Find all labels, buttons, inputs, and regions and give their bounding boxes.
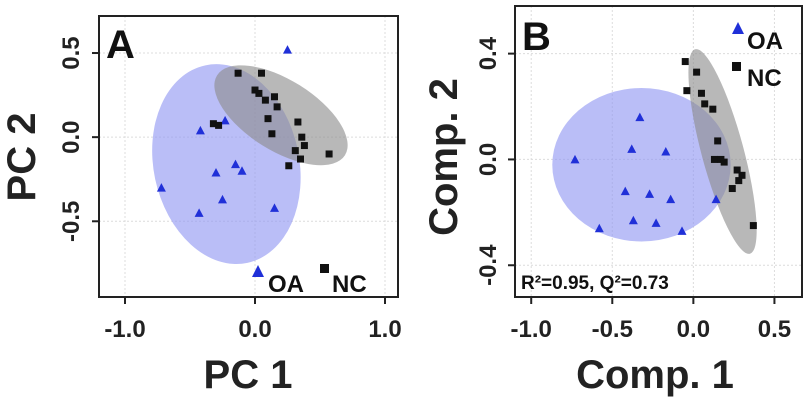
legend-nc-marker-a [320,264,329,273]
y-tick-label-a: 0.5 [58,36,85,69]
ticks-a: -1.0 0.0 1.0 0.5 0.0 -0.5 [58,36,402,343]
y-tick-label-b: -0.4 [475,244,502,286]
point-nc-b [735,177,743,185]
point-oa-b [645,189,655,198]
point-oa-a [270,203,279,212]
point-nc-b [738,171,746,179]
point-oa-a [218,194,227,204]
point-nc-a [298,133,306,141]
point-nc-a [234,69,242,77]
point-nc-a [268,130,276,138]
point-oa-b [711,194,721,204]
y-axis-title-b: Comp. 2 [422,78,466,236]
point-oa-b [666,194,676,204]
x-tick-label-b: -0.5 [592,316,633,343]
point-nc-b [733,166,741,174]
points-b [570,58,757,235]
point-nc-a [271,93,278,101]
legend-oa-label-b: OA [747,28,783,55]
point-nc-b [681,58,689,66]
confidence-ellipse-nc-a [214,65,348,166]
point-nc-a [215,121,223,129]
y-tick-label-b: 0.0 [475,143,502,176]
confidence-ellipse-nc-b [688,49,757,254]
ticks-b: -1.0 -0.5 0.0 0.5 0.4 0.0 -0.4 [475,36,791,343]
legend-b: OA NC [732,22,783,92]
y-tick-label-a: 0.0 [58,120,85,153]
y-tick-label-b: 0.4 [475,36,502,70]
point-nc-b [683,87,691,95]
legend-nc-label-a: NC [332,271,367,298]
point-nc-b [709,105,717,113]
legend-oa-marker-b [732,22,744,34]
x-axis-title-b: Comp. 1 [576,353,734,397]
point-nc-b [701,100,709,108]
point-nc-b [749,222,757,230]
x-axis-title-a: PC 1 [204,353,293,397]
x-tick-label-b: 0.5 [758,316,791,343]
model-stats-annotation: R²=0.95, Q²=0.73 [521,273,669,294]
point-nc-a [291,147,299,155]
point-oa-a [237,166,247,175]
panel-b: -1.0 -0.5 0.0 0.5 0.4 0.0 -0.4 B Comp. 1 Comp.… [422,5,803,397]
legend-nc-marker-b [732,62,741,71]
point-oa-b [628,215,638,225]
point-oa-a [195,125,205,135]
point-nc-b [720,158,728,166]
x-tick-label-b: -1.0 [511,316,552,343]
point-nc-b [714,137,722,145]
y-axis-title-a: PC 2 [0,113,44,202]
legend-a: OA NC [252,264,367,298]
point-oa-b [570,154,580,164]
point-oa-b [651,218,661,227]
point-nc-a [209,120,217,128]
point-nc-a [264,115,272,123]
point-oa-b [635,112,645,122]
x-tick-label-a: 0.0 [238,316,271,343]
point-oa-b [627,144,637,153]
point-nc-b [693,68,701,76]
point-nc-b [728,185,736,193]
point-nc-a [294,118,302,126]
panel-label-a: A [106,23,135,67]
panel-a: -1.0 0.0 1.0 0.5 0.0 -0.5 A PC 1 PC 2 OA NC [0,15,402,397]
point-nc-a [258,69,265,77]
point-oa-a [194,208,204,217]
point-nc-b [697,89,705,97]
plot-frame-a [98,15,399,298]
point-nc-a [251,86,259,94]
point-nc-a [297,155,304,163]
point-oa-a [283,45,292,54]
point-oa-a [211,167,221,177]
x-tick-label-a: -1.0 [104,316,145,343]
x-tick-label-a: 1.0 [368,316,401,343]
plot-frame-b [514,5,803,298]
point-nc-a [325,150,333,158]
legend-oa-label-a: OA [268,271,304,298]
legend-oa-marker-a [252,265,264,277]
y-tick-label-a: -0.5 [58,201,85,242]
point-oa-b [677,226,687,235]
x-tick-label-b: 0.0 [677,316,710,343]
point-nc-b [710,155,718,163]
point-nc-a [300,142,308,150]
ellipses-b [552,49,757,254]
panel-label-b: B [522,15,551,59]
point-nc-a [285,162,293,170]
legend-nc-label-b: NC [747,65,782,92]
point-oa-b [661,147,671,156]
point-nc-a [261,96,269,104]
point-oa-b [594,223,604,233]
point-oa-b [620,186,630,196]
ellipses-a [152,64,348,264]
confidence-ellipse-oa-b [552,88,731,242]
point-oa-a [156,183,166,192]
points-a [156,45,333,217]
point-nc-a [255,89,263,97]
point-nc-a [273,103,281,111]
point-oa-a [231,159,240,169]
point-oa-a [220,115,230,125]
